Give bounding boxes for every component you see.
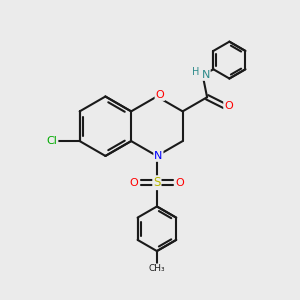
Text: N: N [154,151,163,161]
Text: S: S [153,176,161,189]
Text: O: O [155,90,164,100]
Text: N: N [201,70,210,80]
Text: H: H [192,67,200,77]
Text: O: O [130,178,138,188]
Text: CH₃: CH₃ [148,264,165,273]
Text: O: O [224,101,233,111]
Text: Cl: Cl [46,136,58,146]
Text: O: O [176,178,184,188]
